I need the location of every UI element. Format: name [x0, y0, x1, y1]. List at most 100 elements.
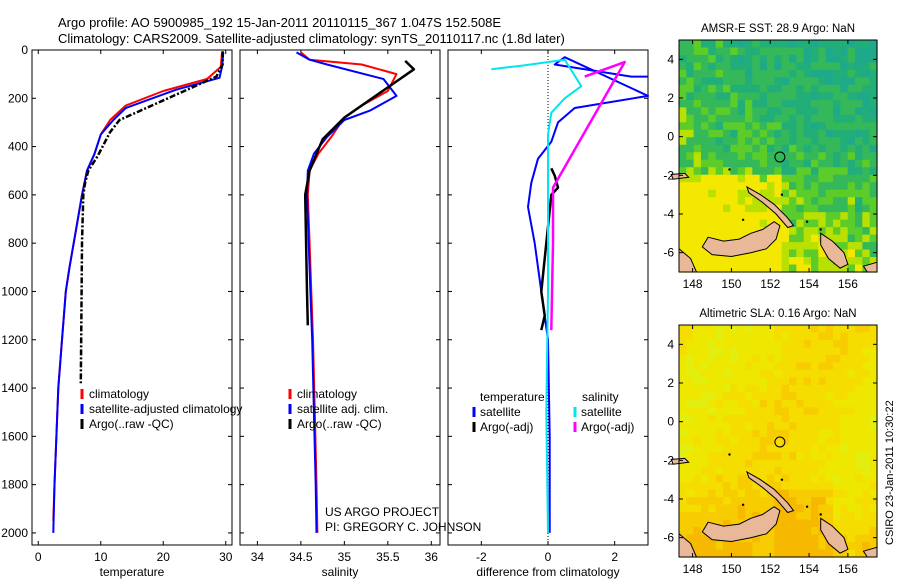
map-cell	[869, 182, 878, 191]
land-new-ireland	[745, 470, 795, 514]
map-cell	[767, 249, 775, 258]
map-cell	[803, 92, 812, 101]
map-cell	[781, 234, 790, 243]
map-cell	[745, 174, 753, 183]
map-cell	[833, 219, 841, 228]
map-cell	[825, 407, 834, 416]
map-cell	[745, 392, 753, 401]
map-cell	[796, 452, 805, 461]
map-cell	[818, 459, 827, 468]
map-cell	[774, 47, 783, 56]
map-cell	[803, 422, 812, 431]
map-cell	[745, 437, 753, 446]
map-cell	[774, 407, 783, 416]
map-cell	[811, 504, 819, 513]
map-cell	[730, 497, 739, 506]
map-cell	[862, 504, 871, 513]
map-cell	[847, 189, 856, 198]
map-cell	[811, 47, 819, 56]
map-cell	[803, 474, 812, 483]
map-cell	[862, 182, 871, 191]
map-cell	[840, 62, 849, 71]
map-cell	[825, 189, 834, 198]
map-cell	[840, 354, 849, 364]
map-cell	[774, 92, 783, 101]
map-cell	[811, 122, 819, 131]
map-cell	[759, 92, 768, 101]
map-cell	[730, 542, 739, 551]
map-cell	[855, 129, 863, 138]
legend-entry: Argo(-adj)	[581, 420, 634, 434]
map-cell	[833, 369, 841, 378]
map-cell	[752, 107, 761, 116]
map-cell	[855, 362, 863, 371]
map-cell	[774, 40, 783, 49]
map-cell	[869, 144, 878, 153]
map-cell	[759, 264, 768, 273]
map-cell	[803, 107, 812, 116]
map-cell	[759, 77, 768, 86]
map-cell	[862, 384, 871, 393]
map-cell	[833, 84, 841, 93]
map-cell	[752, 152, 761, 161]
map-cell	[825, 347, 834, 356]
map-cell	[730, 407, 739, 416]
map-cell	[701, 107, 709, 116]
map-cell	[818, 422, 827, 431]
map-cell	[818, 197, 827, 206]
map-cell	[789, 467, 797, 476]
y-tick-label: 200	[8, 91, 28, 105]
map-cell	[686, 204, 695, 213]
map-cell	[818, 452, 827, 461]
map-cell	[679, 497, 687, 506]
map-cell	[847, 474, 856, 483]
map-cell	[708, 264, 717, 273]
map-cell	[869, 474, 878, 483]
map-cell	[840, 497, 849, 506]
y-tick-label: 0	[667, 415, 674, 429]
map-cell	[679, 77, 687, 86]
map-cell	[796, 62, 805, 71]
map-cell	[767, 452, 775, 461]
map-cell	[825, 204, 834, 213]
map-cell	[679, 392, 687, 401]
map-cell	[847, 482, 856, 491]
map-cell	[708, 549, 717, 558]
map-cell	[737, 414, 746, 423]
map-cell	[811, 242, 819, 251]
map-cell	[840, 407, 849, 416]
map-cell	[818, 219, 827, 228]
map-cell	[803, 77, 812, 86]
map-cell	[715, 459, 724, 468]
map-cell	[796, 444, 805, 453]
map-cell	[869, 47, 878, 56]
map-cell	[811, 534, 819, 543]
map-cell	[752, 444, 761, 453]
map-cell	[686, 107, 695, 116]
map-cell	[774, 264, 783, 273]
map-cell	[745, 47, 753, 56]
map-cell	[723, 384, 731, 393]
map-cell	[869, 84, 878, 93]
map-cell	[825, 422, 834, 431]
map-cell	[869, 542, 878, 551]
map-cell	[847, 204, 856, 213]
map-cell	[811, 467, 819, 476]
map-cell	[803, 444, 812, 453]
map-cell	[774, 54, 783, 64]
map-cell	[825, 332, 834, 341]
map-cell	[730, 47, 739, 56]
map-cell	[818, 40, 827, 49]
map-cell	[840, 437, 849, 446]
map-cell	[715, 47, 724, 56]
map-cell	[796, 339, 805, 349]
map-cell	[686, 182, 695, 191]
map-cell	[701, 422, 709, 431]
map-cell	[818, 152, 827, 161]
map-cell	[803, 549, 812, 558]
map-cell	[833, 482, 841, 491]
map-cell	[693, 519, 702, 528]
map-cell	[855, 144, 863, 153]
map-cell	[715, 407, 724, 416]
map-cell	[759, 325, 768, 334]
